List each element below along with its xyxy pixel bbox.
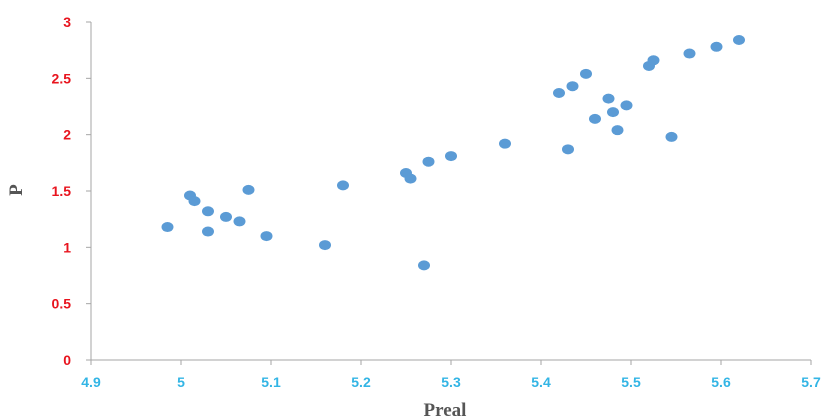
data-point [665,131,678,142]
data-point [683,48,696,59]
y-tick-label: 1.5 [52,183,72,199]
x-tick-label: 5.4 [531,374,551,390]
y-tick-label: 0 [63,352,71,368]
x-tick-label: 5.5 [621,374,641,390]
data-point [202,206,214,217]
data-point [404,173,417,184]
data-point [589,113,601,124]
x-tick-label: 4.9 [81,374,101,390]
x-tick-labels: 4.9 5 5.1 5.2 5.3 5.4 5.5 5.6 5.7 [81,360,821,390]
data-point [580,68,592,79]
data-point [418,260,430,271]
data-point [161,222,174,233]
data-point [445,151,457,162]
data-point [220,211,232,222]
y-tick-label: 2 [63,127,71,143]
plot-axes [90,22,811,361]
data-point [562,144,574,155]
data-point [233,216,246,227]
y-tick-label: 2.5 [52,70,72,86]
x-tick-label: 5.6 [711,374,731,390]
data-points [161,35,745,271]
data-point [188,196,201,207]
data-point [602,93,615,104]
x-tick-label: 5.3 [441,374,461,390]
data-point [611,125,624,136]
data-point [620,100,633,111]
data-point [319,240,331,251]
y-tick-label: 0.5 [52,296,72,312]
x-tick-label: 5.7 [801,374,821,390]
y-tick-label: 3 [63,14,71,30]
y-tick-labels: 0 0.5 1 1.5 2 2.5 3 [52,14,91,368]
data-point [607,107,619,118]
y-axis-title: P [6,184,27,196]
data-point [422,156,435,167]
data-point [202,226,214,237]
data-point [260,231,273,242]
data-point [710,41,723,52]
data-point [499,138,511,149]
x-axis-title: Preal [424,400,467,420]
x-tick-label: 5 [177,374,185,390]
data-point [733,35,745,46]
x-tick-label: 5.1 [261,374,281,390]
data-point [553,87,565,98]
data-point [242,184,255,195]
x-tick-label: 5.2 [351,374,371,390]
data-point [647,55,660,66]
data-point [337,180,349,191]
y-tick-label: 1 [63,239,71,255]
data-point [566,81,579,92]
